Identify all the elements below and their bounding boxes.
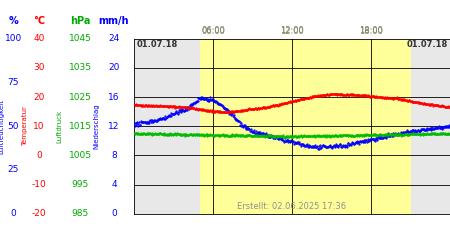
Text: mm/h: mm/h [99,16,129,26]
Text: °C: °C [33,16,45,26]
Text: Temperatur: Temperatur [22,106,28,146]
Text: 8: 8 [111,151,117,160]
Text: 18:00: 18:00 [359,26,383,35]
Text: 01.07.18: 01.07.18 [136,40,178,49]
Text: 12: 12 [108,122,120,131]
Text: 100: 100 [5,34,22,43]
Text: %: % [9,16,18,26]
Text: 995: 995 [72,180,89,189]
Text: 1015: 1015 [69,122,92,131]
Text: 40: 40 [33,34,45,43]
Text: 10: 10 [33,122,45,131]
Text: 50: 50 [8,122,19,131]
Text: Niederschlag: Niederschlag [94,104,99,149]
Text: Erstellt: 02.06.2025 17:36: Erstellt: 02.06.2025 17:36 [238,202,346,211]
Text: 06:00: 06:00 [201,27,225,36]
Text: -10: -10 [32,180,46,189]
Text: hPa: hPa [70,16,90,26]
Text: 16: 16 [108,92,120,102]
Text: 4: 4 [111,180,117,189]
Text: 985: 985 [72,209,89,218]
Text: 0: 0 [111,209,117,218]
Text: 0: 0 [36,151,42,160]
Text: 18:00: 18:00 [359,27,383,36]
Text: 20: 20 [108,64,120,72]
Text: 0: 0 [10,209,16,218]
Text: 1005: 1005 [69,151,92,160]
Text: 1035: 1035 [69,64,92,72]
Text: 75: 75 [8,78,19,87]
Text: 12:00: 12:00 [280,27,304,36]
Text: 20: 20 [33,92,45,102]
Text: 24: 24 [108,34,120,43]
Text: 25: 25 [8,166,19,174]
Text: 06:00: 06:00 [201,26,225,35]
Text: Luftfeuchtigkeit: Luftfeuchtigkeit [0,99,4,154]
Text: -20: -20 [32,209,46,218]
Text: 1025: 1025 [69,92,92,102]
Text: Luftdruck: Luftdruck [56,110,62,143]
Bar [200,39,410,214]
Text: 30: 30 [33,64,45,72]
Text: 1045: 1045 [69,34,92,43]
Text: 12:00: 12:00 [280,26,304,35]
Text: 01.07.18: 01.07.18 [406,40,448,49]
